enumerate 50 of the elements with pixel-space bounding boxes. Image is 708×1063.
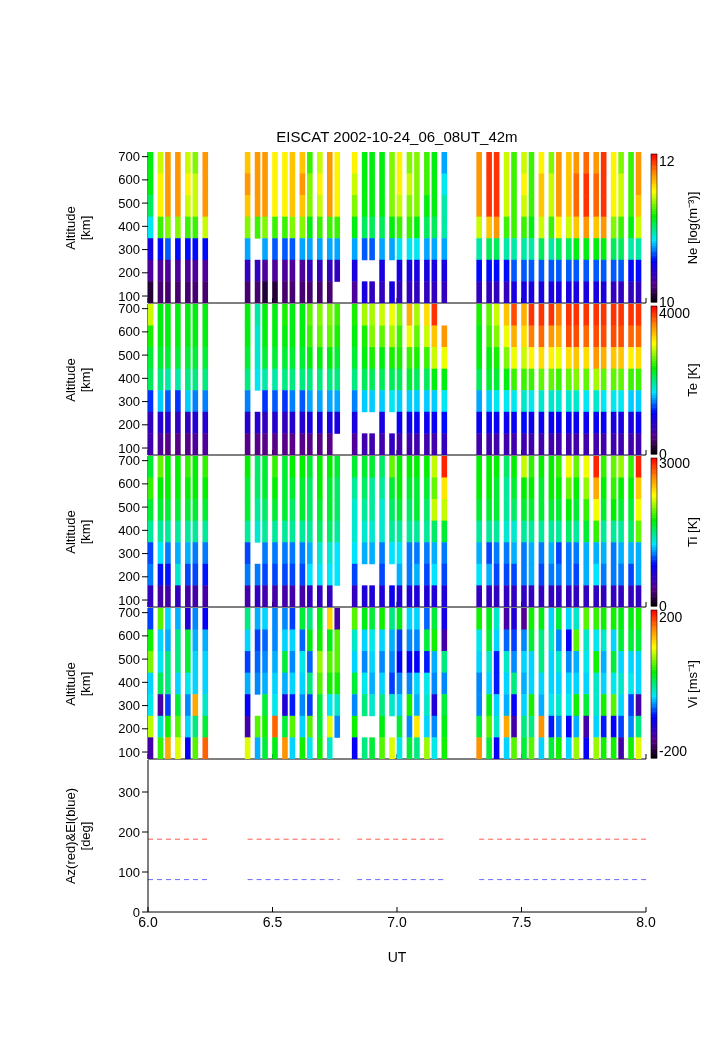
y-tick-label: 700: [118, 453, 140, 469]
y-tick-label: 700: [118, 605, 140, 621]
y-axis-title: Altitude [km]: [62, 206, 93, 250]
y-tick-label: 600: [118, 476, 140, 492]
y-tick-label: 600: [118, 172, 140, 188]
color-bar-label: 12: [659, 153, 675, 170]
x-tick-label: 7.5: [511, 913, 532, 930]
y-tick-label: 400: [118, 218, 140, 234]
y-tick-label: 200: [118, 824, 140, 840]
y-tick-label: 200: [118, 265, 140, 281]
y-axis-title: Az(red)&El(blue) [deg]: [62, 787, 93, 885]
y-tick-label: 600: [118, 628, 140, 644]
x-tick-label: 8.0: [636, 913, 656, 930]
y-tick-label: 500: [118, 347, 140, 363]
y-tick-label: 300: [118, 784, 140, 800]
y-tick-label: 500: [118, 195, 140, 211]
y-tick-label: 100: [118, 864, 140, 880]
y-tick-label: 400: [118, 370, 140, 386]
y-tick-label: 700: [118, 301, 140, 317]
x-tick-label: 7.0: [387, 913, 407, 930]
y-axis-title: Altitude [km]: [62, 662, 93, 706]
y-tick-label: 200: [118, 569, 140, 585]
y-tick-label: 400: [118, 522, 140, 538]
y-tick-label: 100: [118, 592, 140, 608]
y-tick-label: 100: [118, 288, 140, 304]
y-tick-label: 200: [118, 417, 140, 433]
y-tick-label: 300: [118, 546, 140, 562]
y-tick-label: 300: [118, 394, 140, 410]
y-axis-title: Altitude [km]: [62, 510, 93, 554]
x-tick-label: 6.5: [262, 913, 283, 930]
color-bar-title: Ti [K]: [685, 517, 700, 547]
y-axis-title: Altitude [km]: [62, 358, 93, 402]
y-tick-label: 300: [118, 698, 140, 714]
y-tick-label: 500: [118, 499, 140, 515]
color-bar-label: -200: [659, 743, 688, 760]
y-tick-label: 300: [118, 242, 140, 258]
x-axis-title: UT: [387, 949, 407, 965]
y-tick-label: 100: [118, 440, 140, 456]
color-bar-title: Ne [log(m⁻³)]: [685, 191, 700, 265]
y-tick-label: 0: [132, 904, 140, 920]
y-tick-label: 700: [118, 149, 140, 165]
color-bar-label: 10: [659, 294, 675, 310]
y-tick-label: 500: [118, 651, 140, 667]
color-bar-title: Vi [ms⁻¹]: [685, 660, 700, 708]
chart-title: EISCAT 2002-10-24_06_08UT_42m: [275, 128, 519, 145]
y-tick-label: 200: [118, 721, 140, 737]
color-bar-title: Te [K]: [685, 363, 700, 397]
y-tick-label: 600: [118, 324, 140, 340]
y-tick-label: 400: [118, 674, 140, 690]
y-tick-label: 100: [118, 744, 140, 760]
